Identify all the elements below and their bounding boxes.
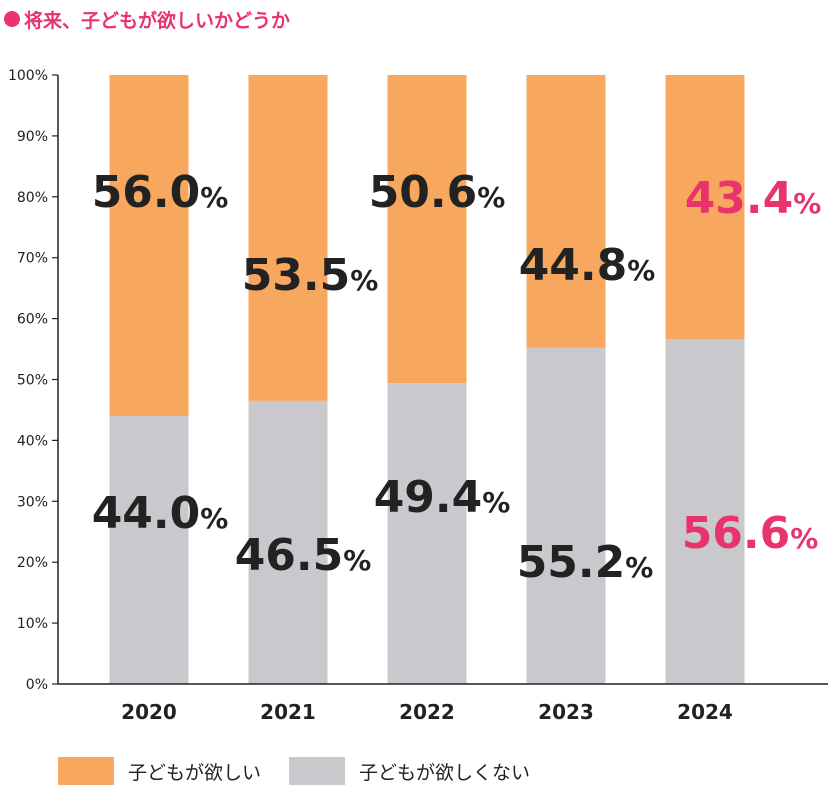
chart-title: 将来、子どもが欲しいかどうか <box>24 9 291 32</box>
bar-want-2023 <box>526 75 606 348</box>
y-tick-label: 60% <box>17 312 48 328</box>
data-label-want-2024: 43.4% <box>685 173 822 224</box>
bar-not-want-2022 <box>387 383 467 684</box>
y-tick-label: 80% <box>17 190 48 206</box>
y-tick-label: 30% <box>17 494 48 510</box>
bar-not-want-2023 <box>526 347 606 684</box>
legend-swatch-not-want <box>289 757 346 785</box>
x-tick-label-2022: 2022 <box>399 700 455 724</box>
bar-not-want-2020 <box>109 416 189 684</box>
y-tick-label: 40% <box>17 433 48 449</box>
legend-item-want: 子どもが欲しい <box>58 757 261 785</box>
title-bullet-icon <box>4 11 20 27</box>
axes-layer: 0% 10% 20% 30% 40% 50% 60% 70% 80% 90% 100% 2020 202… <box>8 68 828 724</box>
bar-want-2022 <box>387 75 467 384</box>
x-tick-label-2024: 2024 <box>677 700 733 724</box>
bars-layer <box>109 75 745 684</box>
data-label-not-want-2021: 46.5% <box>235 530 372 581</box>
legend-swatch-want <box>58 757 114 785</box>
y-tick-label: 50% <box>17 373 48 389</box>
data-label-not-want-2022: 49.4% <box>374 472 511 523</box>
bar-not-want-2021 <box>248 400 328 684</box>
y-tick-label: 10% <box>17 616 48 632</box>
data-label-want-2020: 56.0% <box>92 167 229 218</box>
data-label-not-want-2023: 55.2% <box>517 537 654 588</box>
data-label-want-2022: 50.6% <box>369 167 506 218</box>
data-label-want-2021: 53.5% <box>242 250 379 301</box>
x-tick-label-2023: 2023 <box>538 700 594 724</box>
legend-label-not-want: 子どもが欲しくない <box>359 761 531 784</box>
x-tick-label-2020: 2020 <box>121 700 177 724</box>
y-tick-label: 20% <box>17 555 48 571</box>
x-tick-label-2021: 2021 <box>260 700 316 724</box>
data-labels-layer: 56.0% 44.0% 53.5% 46.5% 50.6% 49.4% 44.8% 55.2%… <box>92 167 822 588</box>
bar-want-2021 <box>248 75 328 401</box>
y-tick-label: 70% <box>17 251 48 267</box>
data-label-want-2023: 44.8% <box>519 240 656 291</box>
y-tick-label: 100% <box>8 68 48 84</box>
chart-title-row: 将来、子どもが欲しいかどうか <box>4 4 290 34</box>
data-label-not-want-2020: 44.0% <box>92 488 229 539</box>
bar-not-want-2024 <box>665 339 745 684</box>
legend-item-not-want: 子どもが欲しくない <box>289 757 530 785</box>
bar-want-2020 <box>109 75 189 417</box>
legend: 子どもが欲しい 子どもが欲しくない <box>58 757 558 785</box>
y-tick-label: 0% <box>26 677 48 693</box>
data-label-not-want-2024: 56.6% <box>682 508 819 559</box>
legend-label-want: 子どもが欲しい <box>128 761 262 784</box>
bar-want-2024 <box>665 75 745 340</box>
y-tick-label: 90% <box>17 129 48 145</box>
